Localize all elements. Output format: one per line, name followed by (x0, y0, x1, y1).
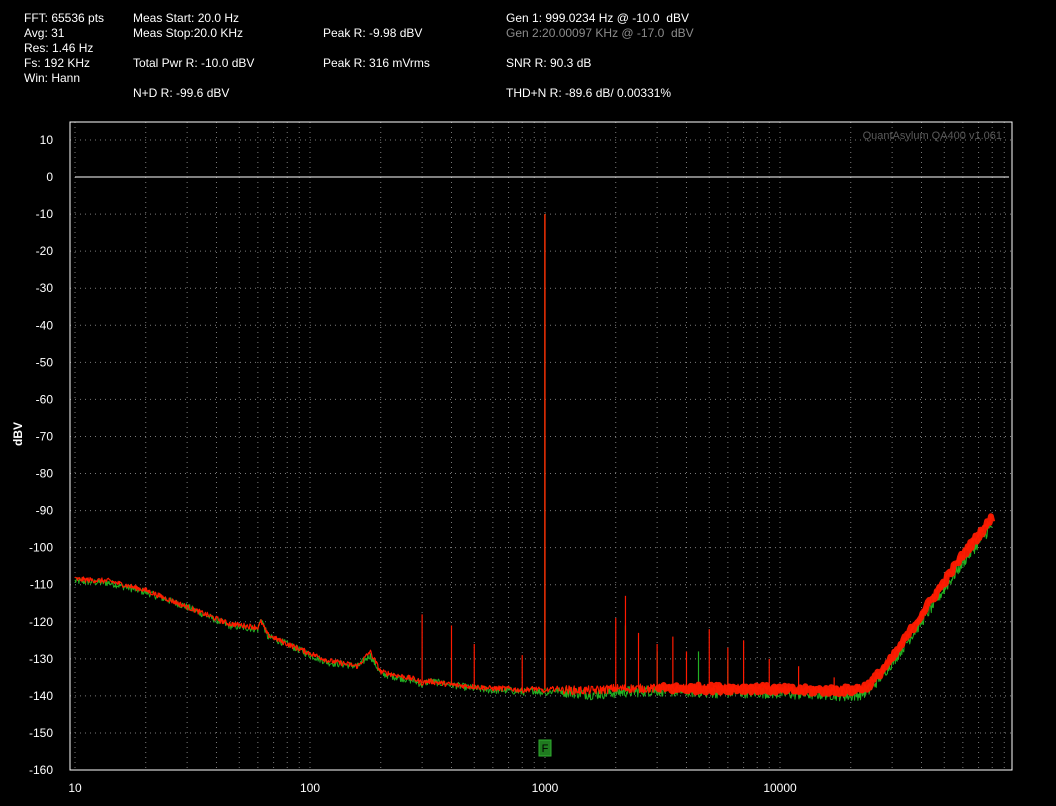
generator-1-readout: Gen 1: 999.0234 Hz @ -10.0 dBV (506, 11, 689, 25)
meas-start-readout: Meas Start: 20.0 Hz (133, 11, 240, 25)
generator-2-readout: Gen 2:20.00097 KHz @ -17.0 dBV (506, 26, 694, 40)
y-tick-label: -50 (36, 355, 54, 369)
y-tick-label: -20 (36, 244, 54, 258)
average-count-readout: Avg: 31 (24, 26, 65, 40)
fft-size-readout: FFT: 65536 pts (24, 11, 105, 25)
x-tick-label: 10 (68, 781, 82, 795)
x-tick-label: 1000 (532, 781, 559, 795)
trace-right-channel (74, 514, 993, 696)
total-power-readout: Total Pwr R: -10.0 dBV (133, 56, 255, 70)
y-tick-label: -150 (29, 726, 53, 740)
snr-readout: SNR R: 90.3 dB (506, 56, 592, 70)
y-tick-label: -70 (36, 429, 54, 443)
trace-right-channel-dense (654, 513, 996, 697)
y-tick-label: -130 (29, 652, 53, 666)
y-tick-label: -90 (36, 504, 54, 518)
frequency-marker-box[interactable] (538, 739, 552, 757)
x-tick-label: 100 (300, 781, 320, 795)
y-tick-label: -160 (29, 763, 53, 777)
y-tick-label: 10 (40, 133, 54, 147)
spectrum-chart[interactable]: 100-10-20-30-40-50-60-70-80-90-100-110-1… (0, 110, 1056, 806)
noise-distortion-readout: N+D R: -99.6 dBV (133, 86, 230, 100)
measurement-header: FFT: 65536 pts Avg: 31 Res: 1.46 Hz Fs: … (0, 0, 1056, 110)
y-tick-label: -140 (29, 689, 53, 703)
grid (70, 122, 1012, 771)
peak-dbv-readout: Peak R: -9.98 dBV (323, 26, 423, 40)
spectrum-plot-area[interactable]: 10 0 -10 -20 -30 -40 -50 -60 -70 -80 -90 -100 -110 -1… (0, 110, 1056, 806)
peak-vrms-readout: Peak R: 316 mVrms (323, 56, 430, 70)
y-tick-label: -100 (29, 541, 53, 555)
y-tick-label: -40 (36, 318, 54, 332)
tick-labels: 100-10-20-30-40-50-60-70-80-90-100-110-1… (29, 133, 797, 795)
y-tick-label: -30 (36, 281, 54, 295)
window-readout: Win: Hann (24, 71, 81, 85)
thdn-readout: THD+N R: -89.6 dB/ 0.00331% (506, 86, 672, 100)
y-tick-label: 0 (46, 170, 53, 184)
frequency-marker-label[interactable]: F (542, 743, 549, 755)
y-tick-label: -120 (29, 615, 53, 629)
y-tick-label: -110 (30, 578, 53, 592)
series-traces (74, 214, 996, 702)
trace-left-channel (74, 525, 993, 702)
watermark-text: QuantAsylum QA400 v1.061 (863, 130, 1002, 142)
frequency-marker[interactable]: F (538, 739, 552, 757)
plot-frame (69, 121, 1013, 771)
sample-rate-readout: Fs: 192 KHz (24, 56, 91, 70)
y-tick-label: -60 (36, 392, 54, 406)
meas-stop-readout: Meas Stop:20.0 KHz (133, 26, 244, 40)
y-axis-label: dBV (11, 422, 25, 446)
x-tick-label: 10000 (763, 781, 797, 795)
y-tick-label: -10 (36, 207, 54, 221)
y-tick-label: -80 (36, 467, 54, 481)
resolution-readout: Res: 1.46 Hz (24, 41, 94, 55)
